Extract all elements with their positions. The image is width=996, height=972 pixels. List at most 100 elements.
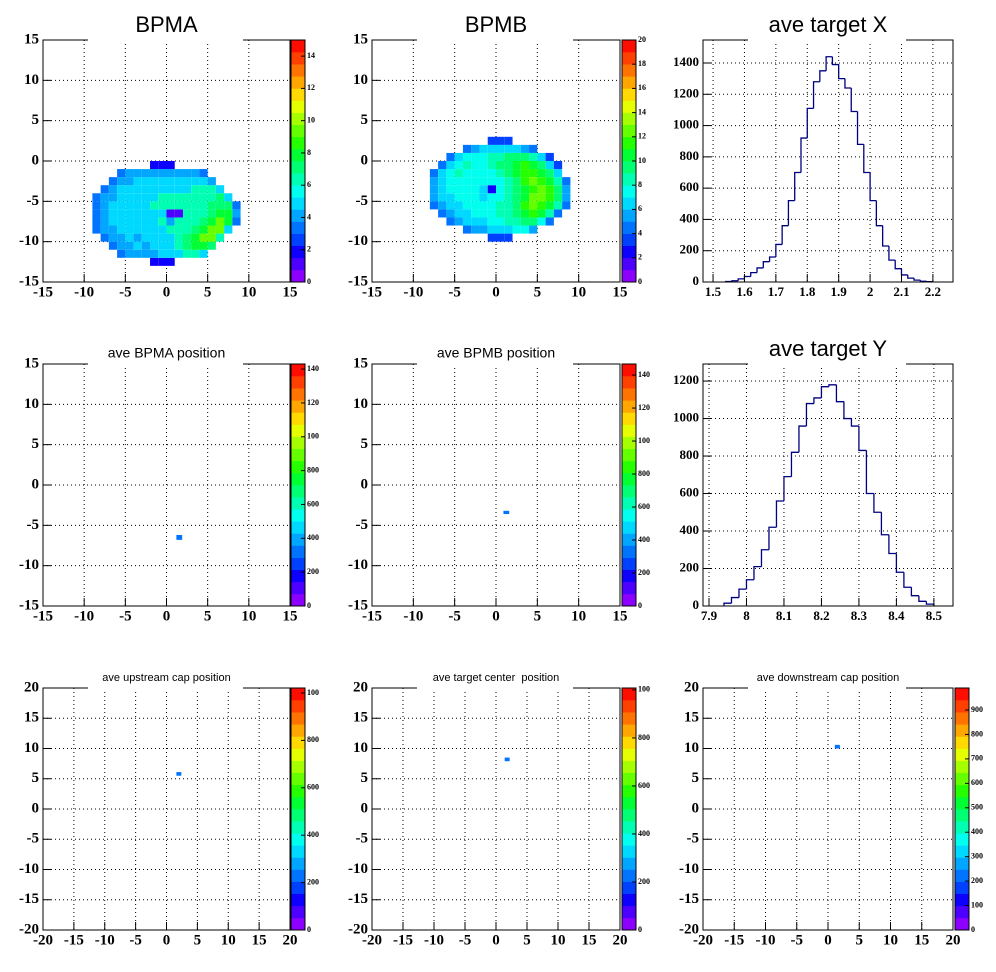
colorbar-label: 800 — [638, 469, 650, 478]
heat-cell — [454, 217, 463, 226]
y-tick-label: -20 — [679, 921, 699, 937]
histogram-bin — [753, 565, 762, 580]
heat-cell — [207, 177, 216, 186]
heat-cell — [454, 152, 463, 161]
heat-cell — [133, 185, 142, 194]
y-tick-label: 5 — [361, 112, 369, 128]
heat-cell — [92, 225, 101, 234]
heat-cell — [553, 193, 563, 202]
colorbar-label: 14 — [638, 107, 646, 116]
colorbar-level — [955, 809, 969, 822]
colorbar-level — [291, 881, 305, 894]
heat-cell — [462, 225, 472, 234]
colorbar-level — [622, 569, 636, 583]
histogram-bin — [843, 401, 852, 420]
heat-cell — [108, 185, 118, 194]
heat-cell — [512, 201, 521, 210]
heat-cell — [562, 193, 571, 202]
heat-cell — [125, 177, 134, 186]
heat-cell — [496, 136, 505, 145]
y-tick-label: -15 — [348, 891, 368, 907]
heat-cell — [512, 193, 521, 202]
heat-cell — [117, 201, 126, 210]
heat-cell — [471, 193, 480, 202]
heat-cell — [496, 217, 505, 226]
heat-cell — [117, 241, 126, 250]
y-tick-label: -5 — [356, 517, 369, 533]
x-tick-label: 10 — [883, 932, 898, 948]
histogram-bin — [819, 70, 827, 82]
heat-cell — [545, 201, 554, 210]
histogram-bin — [760, 549, 769, 567]
heat-cell — [520, 161, 530, 170]
heat-cell — [182, 201, 192, 210]
heat-cell — [150, 233, 159, 242]
heat-cell — [150, 217, 159, 226]
y-tick-label: 0 — [693, 273, 700, 288]
colorbar-label: 4 — [638, 228, 642, 237]
x-tick-label: -10 — [74, 284, 94, 300]
heat-cell — [108, 177, 118, 186]
x-tick-label: -5 — [448, 284, 461, 300]
x-tick-label: -15 — [724, 932, 744, 948]
histogram-bin — [919, 280, 927, 282]
heat-cell — [191, 177, 200, 186]
heat-cell — [471, 201, 480, 210]
heat-cell — [462, 169, 472, 178]
x-tick-label: -10 — [74, 608, 94, 624]
heat-cell — [520, 209, 530, 218]
histogram-bin — [881, 225, 889, 247]
y-tick-label: -10 — [19, 233, 39, 249]
colorbar-level — [291, 412, 305, 425]
y-tick-label: 1000 — [673, 117, 699, 132]
colorbar-label: 120 — [307, 398, 319, 407]
colorbar-level — [622, 736, 636, 749]
histogram-bin — [820, 386, 829, 398]
heat-cell — [199, 249, 208, 258]
heat-cell — [487, 185, 496, 194]
heat-cell — [150, 177, 159, 186]
colorbar-level — [291, 784, 305, 798]
heat-cell — [100, 217, 109, 226]
heat-cell — [207, 209, 216, 218]
heat-cell — [166, 185, 175, 194]
heat-cell — [182, 249, 192, 258]
colorbar-label: 12 — [638, 132, 646, 141]
colorbar-level — [622, 485, 636, 498]
colorbar-level — [291, 136, 305, 150]
heat-cell — [158, 161, 167, 170]
colorbar-label: 16 — [638, 83, 646, 92]
histogram-bin — [745, 579, 754, 590]
heat-cell — [150, 193, 159, 202]
colorbar-level — [622, 40, 636, 53]
colorbar-level — [622, 545, 636, 558]
y-tick-label: -10 — [348, 233, 368, 249]
y-tick-label: 0 — [361, 152, 369, 168]
colorbar-level — [622, 917, 636, 931]
heat-cell — [125, 241, 134, 250]
heat-cell — [545, 217, 554, 226]
colorbar-level — [291, 436, 305, 449]
x-tick-label: -20 — [362, 932, 382, 948]
colorbar-label: 2 — [638, 253, 642, 262]
colorbar-label: 800 — [307, 465, 319, 474]
title-box — [88, 10, 243, 41]
colorbar-label: 400 — [307, 533, 319, 542]
heat-cell — [182, 193, 192, 202]
histogram-bin — [825, 56, 833, 71]
colorbar-level — [291, 161, 305, 174]
heat-cell — [117, 225, 126, 234]
colorbar-level — [291, 100, 305, 113]
x-tick-label: -5 — [791, 932, 804, 948]
heat-cell — [141, 233, 151, 242]
title-box — [88, 334, 243, 365]
heat-cell — [504, 177, 513, 186]
heat-cell — [487, 136, 496, 145]
heat-cell — [504, 201, 513, 210]
heat-cell — [520, 144, 530, 153]
x-tick-label: 0 — [492, 932, 500, 948]
colorbar-level — [291, 173, 305, 186]
x-tick-label: 8.4 — [888, 608, 905, 623]
heat-cell — [512, 161, 521, 170]
y-tick-label: -10 — [19, 557, 39, 573]
